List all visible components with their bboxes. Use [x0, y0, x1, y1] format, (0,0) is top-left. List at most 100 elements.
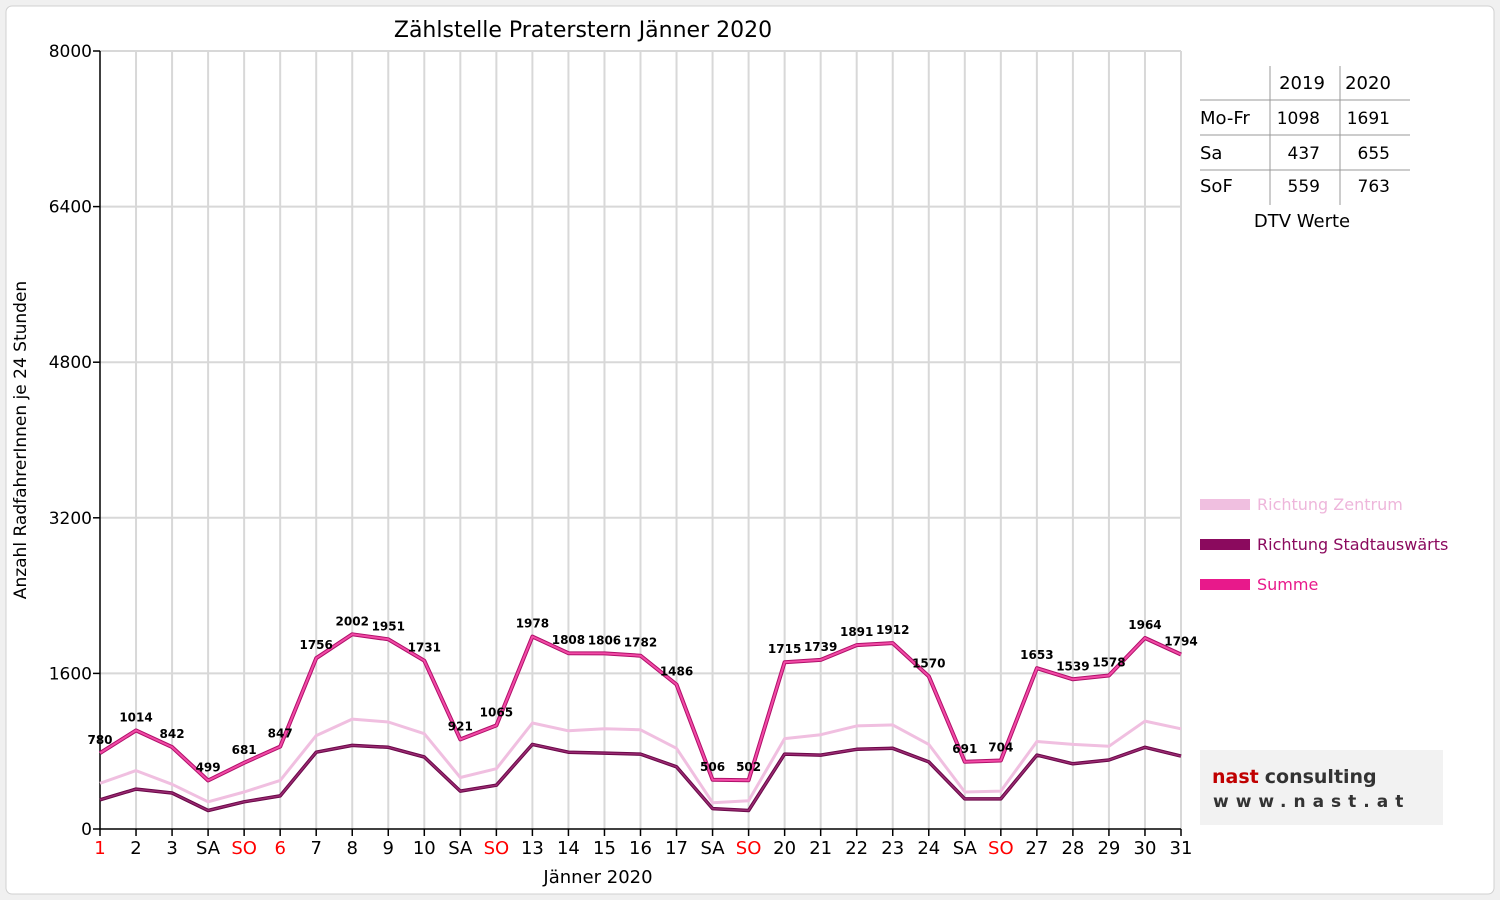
dtv-row-label: Mo-Fr: [1200, 108, 1250, 129]
x-tick-label: 29: [1097, 838, 1120, 859]
data-label: 1978: [516, 617, 549, 631]
dtv-caption: DTV Werte: [1254, 211, 1350, 232]
legend: Richtung Zentrum Richtung Stadtauswärts Su…: [1200, 495, 1448, 594]
logo-url: www.nast.at: [1213, 792, 1410, 812]
y-tick-label: 0: [81, 820, 92, 840]
x-tick-label: 8: [347, 838, 358, 859]
y-tick-label: 3200: [49, 509, 92, 529]
x-tick-label: 3: [166, 838, 177, 859]
dtv-header-2019: 2019: [1279, 73, 1325, 94]
dtv-row-label: SoF: [1200, 176, 1233, 197]
data-label: 1653: [1020, 648, 1053, 662]
x-tick-label: 9: [383, 838, 394, 859]
data-label: 499: [196, 760, 221, 774]
data-label: 1065: [480, 705, 513, 719]
x-tick-label: SO: [736, 838, 762, 859]
data-label: 1731: [408, 641, 441, 655]
dtv-cell: 559: [1288, 177, 1320, 197]
x-tick-label: 20: [773, 838, 796, 859]
x-tick-label: 24: [917, 838, 940, 859]
data-label: 1951: [372, 619, 405, 633]
legend-entry: Richtung Stadtauswärts: [1257, 535, 1448, 554]
dtv-cell: 763: [1358, 177, 1390, 197]
dtv-header-2020: 2020: [1345, 73, 1391, 94]
x-tick-label: 7: [310, 838, 321, 859]
logo-wordmark: nast consulting: [1212, 766, 1377, 788]
series-line-stadtauswaerts: [99, 743, 1182, 812]
y-tick-label: 4800: [49, 353, 92, 373]
legend-entry: Richtung Zentrum: [1257, 495, 1403, 514]
data-label: 847: [268, 727, 293, 741]
x-tick-label: 23: [881, 838, 904, 859]
x-tick-label: SA: [953, 838, 978, 859]
series-line-summe: [99, 633, 1182, 782]
data-label: 1964: [1128, 618, 1161, 632]
x-tick-label: SO: [231, 838, 257, 859]
data-label: 1794: [1164, 635, 1197, 649]
x-tick-label: 10: [413, 838, 436, 859]
x-tick-label: SO: [484, 838, 510, 859]
data-label: 921: [448, 719, 473, 733]
legend-entry: Summe: [1257, 575, 1318, 594]
data-label: 1578: [1092, 656, 1125, 670]
x-tick-label: 13: [521, 838, 544, 859]
legend-swatch: [1200, 579, 1250, 590]
x-tick-label: SA: [701, 838, 726, 859]
data-label: 506: [700, 760, 725, 774]
x-tick-label: 31: [1170, 838, 1193, 859]
data-label: 1782: [624, 636, 657, 650]
data-label: 1739: [804, 640, 837, 654]
data-label: 691: [952, 742, 977, 756]
data-label: 2002: [336, 614, 369, 628]
x-tick-label: 14: [557, 838, 580, 859]
nast-logo: nast consulting www.nast.at: [1200, 750, 1443, 825]
gridlines: [100, 50, 1182, 829]
data-label: 1014: [119, 710, 152, 724]
x-tick-label: 16: [629, 838, 652, 859]
x-tick-label: 2: [130, 838, 141, 859]
chart-background: [5, 5, 1495, 895]
x-tick-label: 22: [845, 838, 868, 859]
dtv-cell: 1691: [1347, 109, 1390, 129]
x-tick-label: 21: [809, 838, 832, 859]
dtv-table: 2019 2020 Mo-Fr 1098 1691 Sa 437 655 SoF…: [1200, 66, 1410, 232]
data-label: 1570: [912, 656, 945, 670]
x-tick-label: 28: [1061, 838, 1084, 859]
x-tick-labels: 1 2 3 SA SO 6 7 8 9 10 SA SO 13 14 15 16 17 SA SO 20 21 22 23 2…: [94, 838, 1192, 859]
y-axis-label: Anzahl RadfahrerInnen je 24 Stunden: [11, 281, 31, 599]
data-label: 1891: [840, 625, 873, 639]
axes: [93, 50, 1182, 836]
data-label: 842: [160, 727, 185, 741]
x-tick-label: 1: [94, 838, 105, 859]
data-label: 1715: [768, 642, 801, 656]
data-label: 1808: [552, 633, 585, 647]
series-lines: [98, 632, 1182, 813]
data-label: 1756: [299, 638, 332, 652]
x-tick-label: SO: [988, 838, 1014, 859]
dtv-cell: 1098: [1277, 109, 1320, 129]
y-tick-labels: 0 1600 3200 4800 6400 8000: [49, 42, 92, 840]
x-tick-label: 15: [593, 838, 616, 859]
data-label: 1486: [660, 664, 693, 678]
x-tick-label: SA: [196, 838, 221, 859]
dtv-row-label: Sa: [1200, 143, 1222, 164]
dtv-cell: 655: [1358, 144, 1390, 164]
data-label: 1912: [876, 623, 909, 637]
chart-title: Zählstelle Praterstern Jänner 2020: [394, 18, 772, 43]
x-tick-label: 27: [1025, 838, 1048, 859]
data-label: 681: [232, 743, 257, 757]
y-tick-label: 6400: [49, 198, 92, 218]
dtv-cell: 437: [1288, 144, 1320, 164]
data-label: 780: [87, 733, 112, 747]
y-tick-label: 8000: [49, 42, 92, 62]
legend-swatch: [1200, 539, 1250, 550]
data-label: 1806: [588, 633, 621, 647]
x-tick-label: 17: [665, 838, 688, 859]
series-line-zentrum: [99, 717, 1182, 805]
data-label: 502: [736, 760, 761, 774]
x-tick-label: 30: [1134, 838, 1157, 859]
x-tick-label: SA: [448, 838, 473, 859]
x-axis-label: Jänner 2020: [542, 867, 652, 888]
